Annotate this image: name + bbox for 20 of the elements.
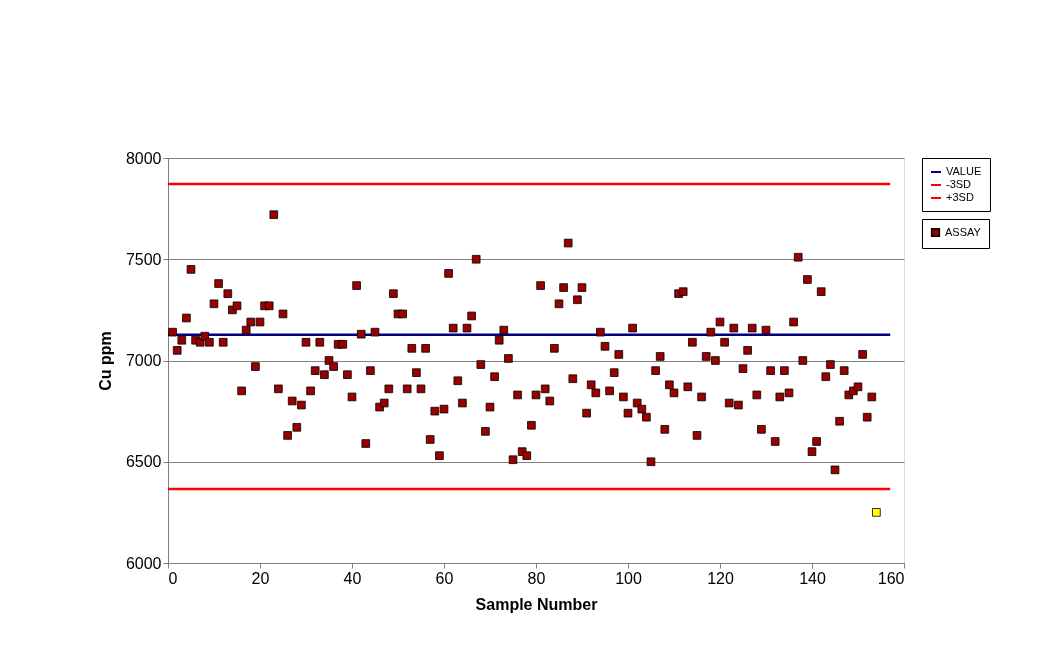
y-tick-label: 7500 xyxy=(125,250,162,268)
x-tick-label: 120 xyxy=(707,569,734,587)
legend-label: VALUE xyxy=(946,165,982,177)
y-tick-label: 6000 xyxy=(125,554,162,572)
legend-label: ASSAY xyxy=(945,225,982,238)
x-tick-label: 160 xyxy=(877,569,905,587)
legend-label: -3SD xyxy=(946,178,972,190)
legend-label: +3SD xyxy=(946,191,974,203)
x-tick-label: 140 xyxy=(799,569,826,587)
y-tick-label: 6500 xyxy=(125,453,162,471)
y-tick-label: 8000 xyxy=(125,149,162,167)
y-axis-title: Cu ppm xyxy=(96,331,114,391)
y-tick-label: 7000 xyxy=(125,352,162,369)
x-tick-label: 60 xyxy=(435,569,454,587)
x-axis-title: Sample Number xyxy=(475,595,598,613)
x-tick-label: 0 xyxy=(168,569,178,587)
x-tick-label: 40 xyxy=(343,569,362,587)
x-tick-label: 80 xyxy=(527,569,546,587)
x-tick-label: 100 xyxy=(615,569,642,587)
x-tick-label: 20 xyxy=(251,569,270,587)
